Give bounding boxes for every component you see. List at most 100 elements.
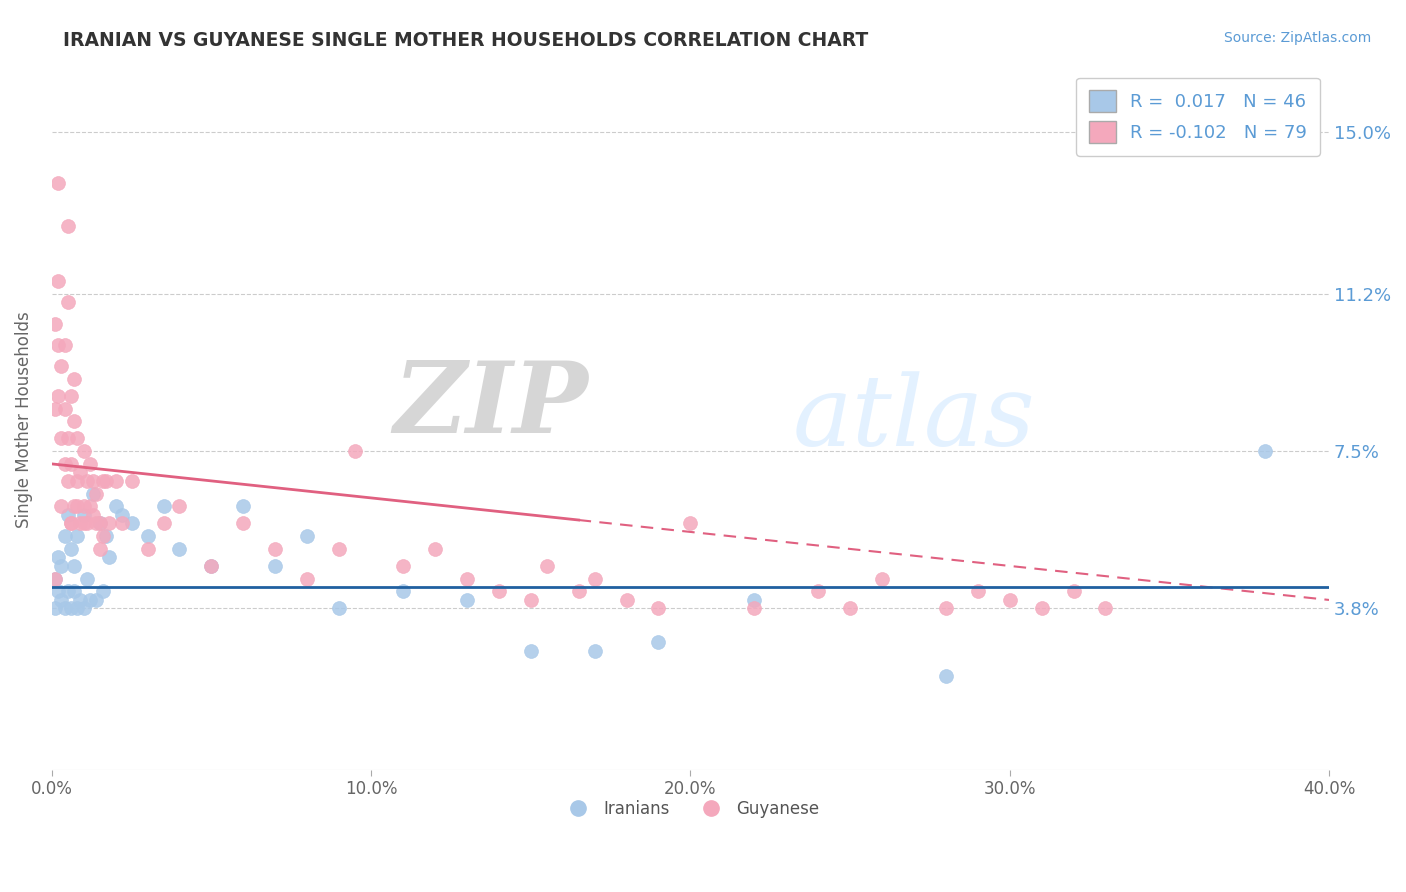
Point xyxy=(264,558,287,573)
Point xyxy=(519,644,541,658)
Point xyxy=(94,529,117,543)
Point xyxy=(488,584,510,599)
Point xyxy=(583,572,606,586)
Point xyxy=(136,529,159,543)
Point xyxy=(66,431,89,445)
Point xyxy=(152,500,174,514)
Point xyxy=(616,593,638,607)
Point xyxy=(136,541,159,556)
Point xyxy=(86,593,108,607)
Point xyxy=(121,516,143,531)
Point xyxy=(152,516,174,531)
Point xyxy=(76,474,98,488)
Point xyxy=(679,516,702,531)
Point xyxy=(86,516,108,531)
Point xyxy=(295,529,318,543)
Point xyxy=(63,584,86,599)
Point xyxy=(344,444,367,458)
Text: Source: ZipAtlas.com: Source: ZipAtlas.com xyxy=(1223,31,1371,45)
Point xyxy=(104,500,127,514)
Point xyxy=(94,474,117,488)
Point xyxy=(86,486,108,500)
Point xyxy=(111,516,134,531)
Point xyxy=(998,593,1021,607)
Point xyxy=(264,541,287,556)
Point xyxy=(91,584,114,599)
Point xyxy=(69,593,91,607)
Point xyxy=(63,558,86,573)
Point xyxy=(328,601,350,615)
Point xyxy=(966,584,988,599)
Point xyxy=(44,401,66,416)
Point xyxy=(46,338,69,352)
Point xyxy=(423,541,446,556)
Point xyxy=(536,558,558,573)
Point xyxy=(59,457,82,471)
Point xyxy=(91,529,114,543)
Point xyxy=(63,372,86,386)
Point xyxy=(73,444,96,458)
Point xyxy=(56,431,79,445)
Point xyxy=(232,516,254,531)
Point xyxy=(63,500,86,514)
Point xyxy=(73,516,96,531)
Point xyxy=(53,338,76,352)
Point xyxy=(295,572,318,586)
Point xyxy=(73,500,96,514)
Point xyxy=(56,508,79,522)
Point xyxy=(742,593,765,607)
Point xyxy=(200,558,222,573)
Point xyxy=(46,584,69,599)
Point xyxy=(456,572,478,586)
Point xyxy=(51,359,73,373)
Point xyxy=(44,317,66,331)
Point xyxy=(76,516,98,531)
Point xyxy=(44,601,66,615)
Point xyxy=(53,401,76,416)
Point xyxy=(51,431,73,445)
Point xyxy=(1094,601,1116,615)
Point xyxy=(56,219,79,233)
Point xyxy=(59,389,82,403)
Point xyxy=(69,516,91,531)
Point xyxy=(583,644,606,658)
Point xyxy=(59,541,82,556)
Point xyxy=(1031,601,1053,615)
Point xyxy=(59,601,82,615)
Point xyxy=(53,601,76,615)
Point xyxy=(328,541,350,556)
Point xyxy=(98,516,121,531)
Point xyxy=(51,593,73,607)
Point xyxy=(200,558,222,573)
Point xyxy=(79,457,101,471)
Point xyxy=(46,177,69,191)
Point xyxy=(392,558,415,573)
Point xyxy=(89,516,111,531)
Point xyxy=(1254,444,1277,458)
Point xyxy=(44,572,66,586)
Point xyxy=(46,550,69,565)
Point xyxy=(935,601,957,615)
Point xyxy=(232,500,254,514)
Point xyxy=(66,529,89,543)
Point xyxy=(51,558,73,573)
Point xyxy=(935,669,957,683)
Point xyxy=(51,500,73,514)
Point xyxy=(66,601,89,615)
Point xyxy=(839,601,862,615)
Point xyxy=(91,474,114,488)
Text: atlas: atlas xyxy=(793,372,1035,467)
Point xyxy=(870,572,893,586)
Point xyxy=(807,584,830,599)
Y-axis label: Single Mother Households: Single Mother Households xyxy=(15,311,32,528)
Point xyxy=(519,593,541,607)
Point xyxy=(73,508,96,522)
Point xyxy=(98,550,121,565)
Point xyxy=(104,474,127,488)
Point xyxy=(44,572,66,586)
Point xyxy=(456,593,478,607)
Point xyxy=(742,601,765,615)
Point xyxy=(56,474,79,488)
Point xyxy=(82,474,104,488)
Point xyxy=(89,516,111,531)
